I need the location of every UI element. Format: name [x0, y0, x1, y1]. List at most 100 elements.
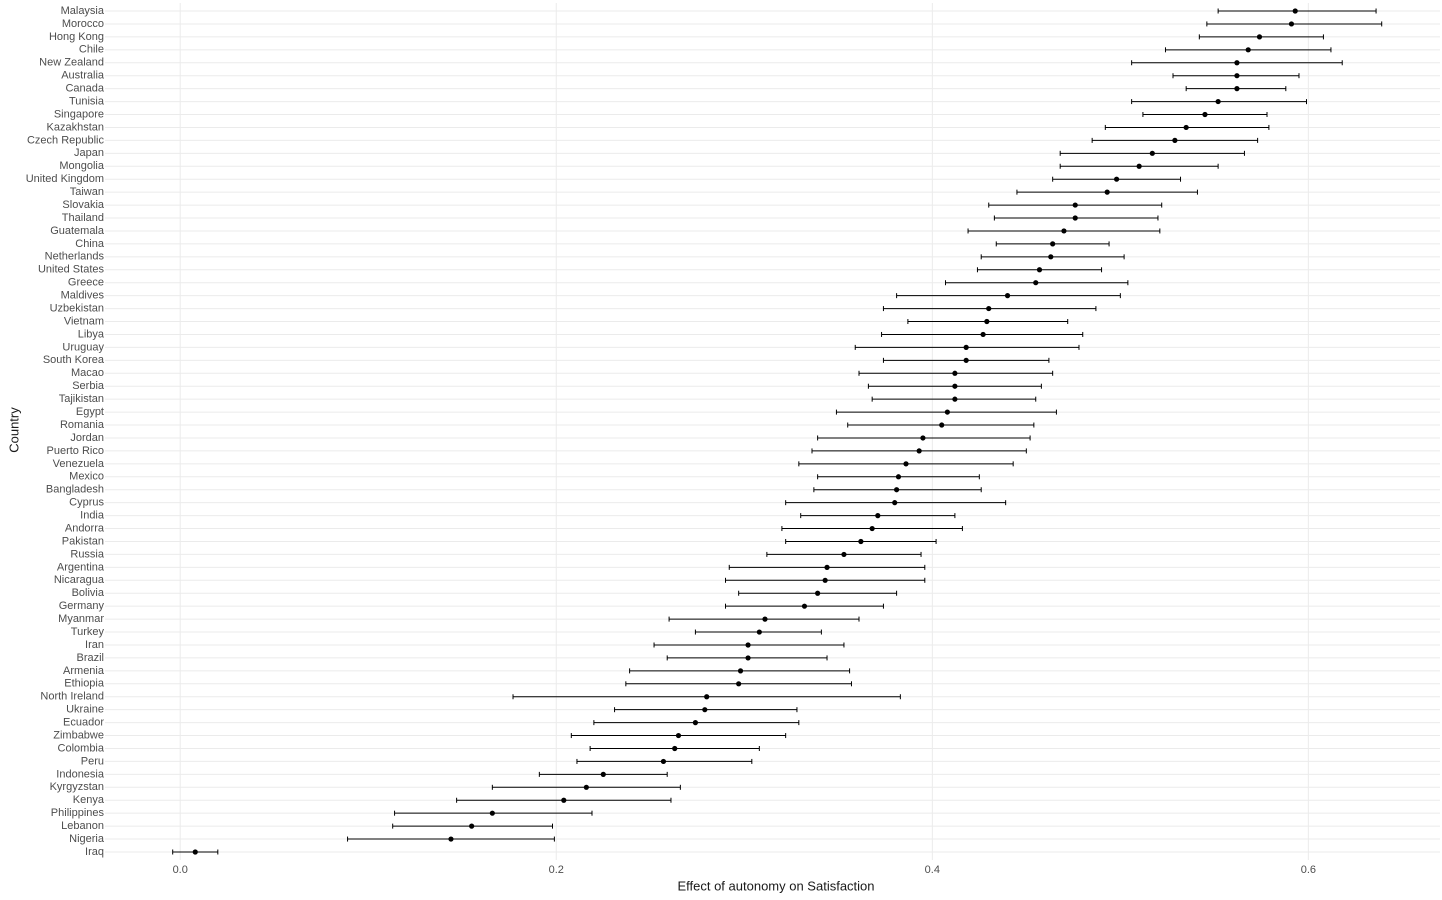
y-tick-label: Puerto Rico — [47, 445, 104, 457]
point — [822, 577, 828, 583]
point — [1061, 228, 1067, 234]
y-tick-label: Argentina — [57, 561, 105, 573]
point — [986, 305, 992, 312]
y-tick-label: New Zealand — [39, 57, 104, 69]
y-tick-label: Tunisia — [69, 95, 105, 107]
point — [1149, 150, 1155, 156]
y-tick-label: Ethiopia — [64, 678, 105, 690]
point — [1072, 215, 1078, 221]
point — [1234, 86, 1240, 92]
x-tick-label: 0.6 — [1301, 864, 1316, 876]
y-tick-label: Vietnam — [64, 315, 104, 327]
y-tick-label: Hong Kong — [49, 31, 104, 43]
point — [1048, 254, 1054, 260]
point — [893, 487, 900, 493]
y-tick-label: Egypt — [76, 406, 104, 418]
y-tick-label: Pakistan — [62, 535, 104, 547]
y-tick-label: Nigeria — [69, 833, 105, 845]
y-tick-label: Bolivia — [72, 587, 105, 599]
point — [984, 318, 990, 325]
y-tick-label: Romania — [60, 419, 105, 431]
point — [1050, 241, 1056, 247]
point — [448, 836, 454, 842]
point — [952, 370, 958, 376]
y-tick-label: Libya — [78, 328, 105, 340]
point — [561, 797, 567, 803]
point — [1033, 280, 1039, 286]
point — [869, 525, 875, 532]
y-tick-label: Tajikistan — [59, 393, 104, 405]
y-tick-label: Bangladesh — [46, 484, 104, 496]
y-tick-label: Chile — [79, 44, 104, 56]
y-axis-title: Country — [6, 407, 21, 453]
point — [1136, 163, 1142, 169]
point — [824, 564, 830, 570]
point — [952, 396, 958, 402]
y-tick-label: Kyrgyzstan — [50, 781, 104, 793]
x-tick-label: 0.2 — [549, 864, 564, 876]
y-tick-label: Andorra — [65, 522, 105, 534]
point — [1292, 8, 1298, 14]
y-tick-label: Jordan — [70, 432, 104, 444]
y-tick-label: Thailand — [62, 212, 104, 224]
point — [916, 448, 922, 454]
y-tick-label: Greece — [68, 277, 104, 289]
point — [675, 732, 682, 739]
point — [1202, 111, 1208, 118]
point — [469, 823, 475, 829]
y-tick-label: Cyprus — [69, 497, 104, 509]
point — [1245, 47, 1251, 53]
point — [815, 590, 821, 596]
y-tick-label: Ecuador — [63, 717, 104, 729]
y-tick-label: Macao — [71, 367, 104, 379]
y-tick-label: Myanmar — [58, 613, 104, 625]
point — [1036, 267, 1043, 273]
y-tick-label: Philippines — [51, 807, 105, 819]
y-tick-label: Guatemala — [50, 225, 105, 237]
y-tick-label: Zimbabwe — [53, 729, 104, 741]
y-tick-label: North Ireland — [40, 691, 104, 703]
point — [1072, 202, 1078, 208]
point — [672, 745, 678, 752]
point — [1234, 60, 1240, 66]
point — [1104, 189, 1110, 195]
y-tick-label: Czech Republic — [27, 134, 105, 146]
point — [756, 629, 762, 635]
y-tick-label: Iran — [85, 639, 104, 651]
point — [903, 461, 909, 467]
y-tick-label: Ukraine — [66, 704, 104, 716]
point — [745, 642, 751, 648]
y-tick-label: United Kingdom — [26, 173, 104, 185]
y-tick-label: Peru — [81, 755, 104, 767]
point — [702, 707, 708, 713]
point — [841, 551, 847, 558]
point — [489, 810, 495, 816]
y-tick-label: Kazakhstan — [47, 121, 104, 133]
x-tick-label: 0.4 — [925, 864, 940, 876]
point — [192, 849, 198, 855]
point — [704, 694, 710, 700]
y-tick-label: United States — [38, 264, 105, 276]
point — [762, 616, 768, 622]
point — [963, 357, 969, 363]
y-tick-label: Germany — [59, 600, 105, 612]
y-tick-label: Slovakia — [62, 199, 104, 211]
y-tick-label: Malaysia — [61, 5, 105, 17]
y-tick-label: Russia — [70, 548, 105, 560]
y-tick-label: Kenya — [73, 794, 105, 806]
point — [801, 603, 808, 609]
point — [1183, 124, 1189, 131]
point — [737, 668, 744, 674]
y-tick-label: Colombia — [58, 742, 105, 754]
y-tick-label: Serbia — [72, 380, 105, 392]
y-tick-label: Iraq — [85, 846, 104, 858]
y-tick-label: Uruguay — [62, 341, 104, 353]
y-tick-label: South Korea — [43, 354, 105, 366]
y-tick-label: Uzbekistan — [50, 302, 104, 314]
point — [1288, 21, 1295, 27]
point — [1256, 34, 1263, 40]
y-tick-label: Taiwan — [70, 186, 104, 198]
y-tick-label: Armenia — [63, 665, 105, 677]
y-tick-label: Maldives — [61, 290, 105, 302]
